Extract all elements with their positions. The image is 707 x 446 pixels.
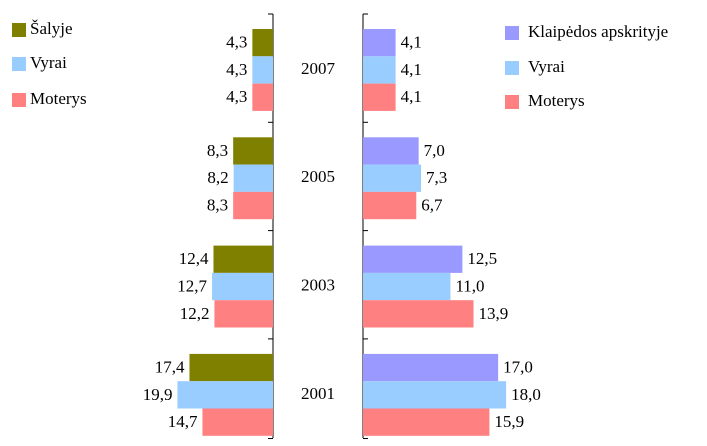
value-label: 18,0: [511, 385, 541, 404]
value-label: 19,9: [143, 385, 173, 404]
category-label: 2001: [301, 384, 335, 403]
value-label: 14,7: [168, 412, 198, 431]
value-label: 4,1: [401, 87, 422, 106]
value-label: 15,9: [494, 412, 524, 431]
value-label: 12,4: [179, 249, 209, 268]
bar: [214, 300, 273, 328]
bar: [363, 408, 490, 436]
legend-swatch: [12, 23, 26, 37]
bar: [252, 56, 273, 84]
value-label: 11,0: [455, 276, 484, 295]
value-label: 17,0: [503, 357, 533, 376]
bar: [363, 300, 474, 328]
bar: [233, 164, 273, 192]
legend-label: Moterys: [30, 89, 87, 108]
bar: [363, 272, 451, 301]
bar: [233, 137, 273, 165]
value-label: 4,3: [226, 60, 247, 79]
legend-swatch: [505, 95, 519, 109]
value-label: 17,4: [155, 357, 185, 376]
value-label: 6,7: [421, 195, 443, 214]
value-label: 13,9: [479, 304, 509, 323]
value-label: 12,7: [177, 276, 207, 295]
legend-swatch: [505, 26, 519, 40]
value-label: 12,2: [180, 304, 210, 323]
legend-label: Klaipėdos apskrityje: [528, 22, 668, 41]
category-label: 2007: [301, 59, 336, 78]
value-label: 8,2: [207, 168, 228, 187]
legend-label: Šalyje: [30, 19, 73, 38]
value-label: 4,3: [226, 33, 247, 52]
value-label: 4,3: [226, 87, 247, 106]
legend-swatch: [505, 61, 519, 75]
bar: [363, 381, 507, 409]
category-label: 2005: [301, 167, 335, 186]
bar: [252, 29, 273, 57]
bar: [213, 245, 273, 273]
value-label: 12,5: [467, 249, 497, 268]
value-label: 7,0: [424, 141, 445, 160]
bar: [252, 83, 273, 111]
bar: [189, 353, 273, 382]
bar: [363, 137, 419, 165]
legend-label: Vyrai: [528, 57, 565, 76]
category-label: 2003: [301, 275, 335, 294]
legend-label: Vyrai: [30, 53, 67, 72]
bar: [363, 353, 499, 382]
value-label: 7,3: [426, 168, 447, 187]
legend-swatch: [12, 57, 26, 71]
bar: [363, 56, 396, 84]
value-label: 8,3: [207, 141, 228, 160]
bar: [212, 272, 273, 301]
bar: [202, 408, 273, 436]
legend-label: Moterys: [528, 91, 585, 110]
bar: [363, 83, 396, 111]
bar: [363, 245, 463, 273]
bar: [363, 191, 417, 220]
value-label: 8,3: [207, 195, 228, 214]
bar: [363, 29, 396, 57]
value-label: 4,1: [401, 60, 422, 79]
bar: [363, 164, 422, 192]
bar: [233, 191, 273, 220]
value-label: 4,1: [401, 33, 422, 52]
legend-swatch: [12, 93, 26, 107]
bar: [177, 381, 273, 409]
